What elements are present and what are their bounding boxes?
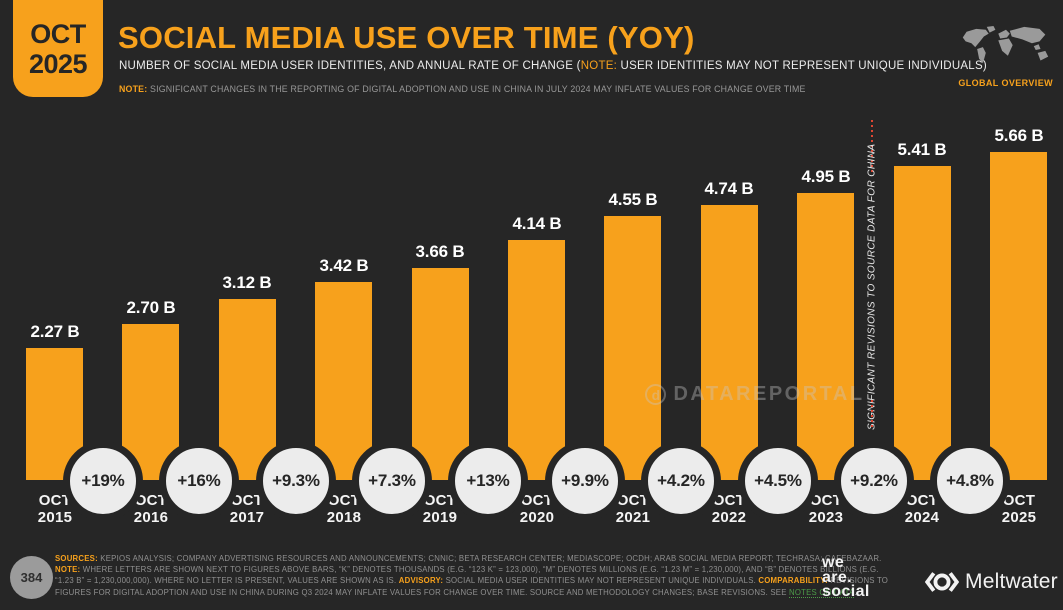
value-label-oct-2021: 4.55 B <box>608 190 658 209</box>
yoy-bubble-9: +9.2% <box>834 441 914 521</box>
china-revision-note: SIGNIFICANT REVISIONS TO SOURCE DATA FOR… <box>866 143 878 431</box>
axis-label-oct-2020: OCT 2020 <box>519 492 555 526</box>
yoy-bubble-2: +16% <box>159 441 239 521</box>
bar-oct-2024 <box>894 166 951 480</box>
axis-label-oct-2018: OCT 2018 <box>326 492 362 526</box>
bar-oct-2017 <box>219 299 276 480</box>
world-map-icon <box>957 24 1053 74</box>
value-label-oct-2016: 2.70 B <box>126 298 176 317</box>
date-badge: OCT 2025 <box>13 0 103 97</box>
footer-line-note: NOTE: WHERE LETTERS ARE SHOWN NEXT TO FI… <box>55 565 879 575</box>
bar-oct-2025 <box>990 152 1047 480</box>
page-number: 384 <box>20 570 43 585</box>
axis-label-oct-2021: OCT 2021 <box>615 492 651 526</box>
value-label-oct-2015: 2.27 B <box>30 322 80 341</box>
yoy-bubble-1: +19% <box>63 441 143 521</box>
yoy-bubble-5: +13% <box>448 441 528 521</box>
yoy-bubble-8: +4.5% <box>738 441 818 521</box>
yoy-bubble-3: +9.3% <box>256 441 336 521</box>
bar-oct-2018 <box>315 282 372 480</box>
bar-oct-2021 <box>604 216 661 480</box>
page-number-badge: 384 <box>10 556 53 599</box>
page-title: SOCIAL MEDIA USE OVER TIME (YOY) <box>118 20 695 55</box>
value-label-oct-2022: 4.74 B <box>704 179 754 198</box>
china-revision-dotted-line-top <box>871 120 873 173</box>
yoy-bubble-6: +9.9% <box>545 441 625 521</box>
axis-label-oct-2017: OCT 2017 <box>229 492 265 526</box>
meltwater-logo-icon <box>925 572 959 592</box>
datareportal-logo-icon: d <box>645 384 667 405</box>
header-note: NOTE: SIGNIFICANT CHANGES IN THE REPORTI… <box>119 84 806 94</box>
we-are-social-line: we <box>822 554 845 571</box>
datareportal-watermark: d DATAREPORTAL <box>560 383 950 406</box>
value-label-oct-2023: 4.95 B <box>801 167 851 186</box>
date-badge-year: 2025 <box>28 48 88 79</box>
footer-line-sources: SOURCES: KEPIOS ANALYSIS; COMPANY ADVERT… <box>55 554 882 563</box>
value-label-oct-2018: 3.42 B <box>319 256 369 275</box>
value-label-oct-2025: 5.66 B <box>994 126 1044 145</box>
we-are-social-line: social <box>822 583 870 600</box>
yoy-bubble-7: +4.2% <box>641 441 721 521</box>
china-revision-dotted-line-bottom <box>871 400 873 430</box>
axis-label-oct-2016: OCT 2016 <box>133 492 169 526</box>
axis-label-oct-2025: OCT 2025 <box>1001 492 1037 526</box>
yoy-bubble-4: +7.3% <box>352 441 432 521</box>
axis-label-oct-2015: OCT 2015 <box>37 492 73 526</box>
bar-oct-2023 <box>797 193 854 480</box>
axis-label-oct-2019: OCT 2019 <box>422 492 458 526</box>
page-subtitle: NUMBER OF SOCIAL MEDIA USER IDENTITIES, … <box>119 60 987 72</box>
footer-line-advisory: “1.23 B” = 1,230,000,000). WHERE NO LETT… <box>55 576 889 586</box>
axis-label-oct-2024: OCT 2024 <box>904 492 940 526</box>
footer-line-comparability: FIGURES FOR DIGITAL ADOPTION AND USE IN … <box>55 587 857 598</box>
footer-sources-text: SOURCES: KEPIOS ANALYSIS; COMPANY ADVERT… <box>55 553 888 598</box>
meltwater-logo-text: Meltwater <box>965 570 1058 593</box>
axis-label-oct-2023: OCT 2023 <box>808 492 844 526</box>
global-overview-label: GLOBAL OVERVIEW <box>958 78 1053 88</box>
we-are-social-logo: we are. social <box>822 554 870 600</box>
value-label-oct-2019: 3.66 B <box>415 242 465 261</box>
datareportal-watermark-text: DATAREPORTAL <box>673 383 865 405</box>
date-badge-month: OCT <box>30 18 86 49</box>
notes-on-data-link[interactable]: NOTES ON DATA <box>789 587 855 598</box>
bar-oct-2022 <box>701 205 758 480</box>
value-label-oct-2017: 3.12 B <box>222 273 272 292</box>
bar-oct-2019 <box>412 268 469 480</box>
value-label-oct-2020: 4.14 B <box>512 214 562 233</box>
we-are-social-line: are. <box>822 568 853 586</box>
yoy-bubble-10: +4.8% <box>930 441 1010 521</box>
axis-label-oct-2022: OCT 2022 <box>711 492 747 526</box>
meltwater-logo: Meltwater <box>925 569 1058 595</box>
bar-oct-2020 <box>508 240 565 480</box>
value-label-oct-2024: 5.41 B <box>897 140 947 159</box>
